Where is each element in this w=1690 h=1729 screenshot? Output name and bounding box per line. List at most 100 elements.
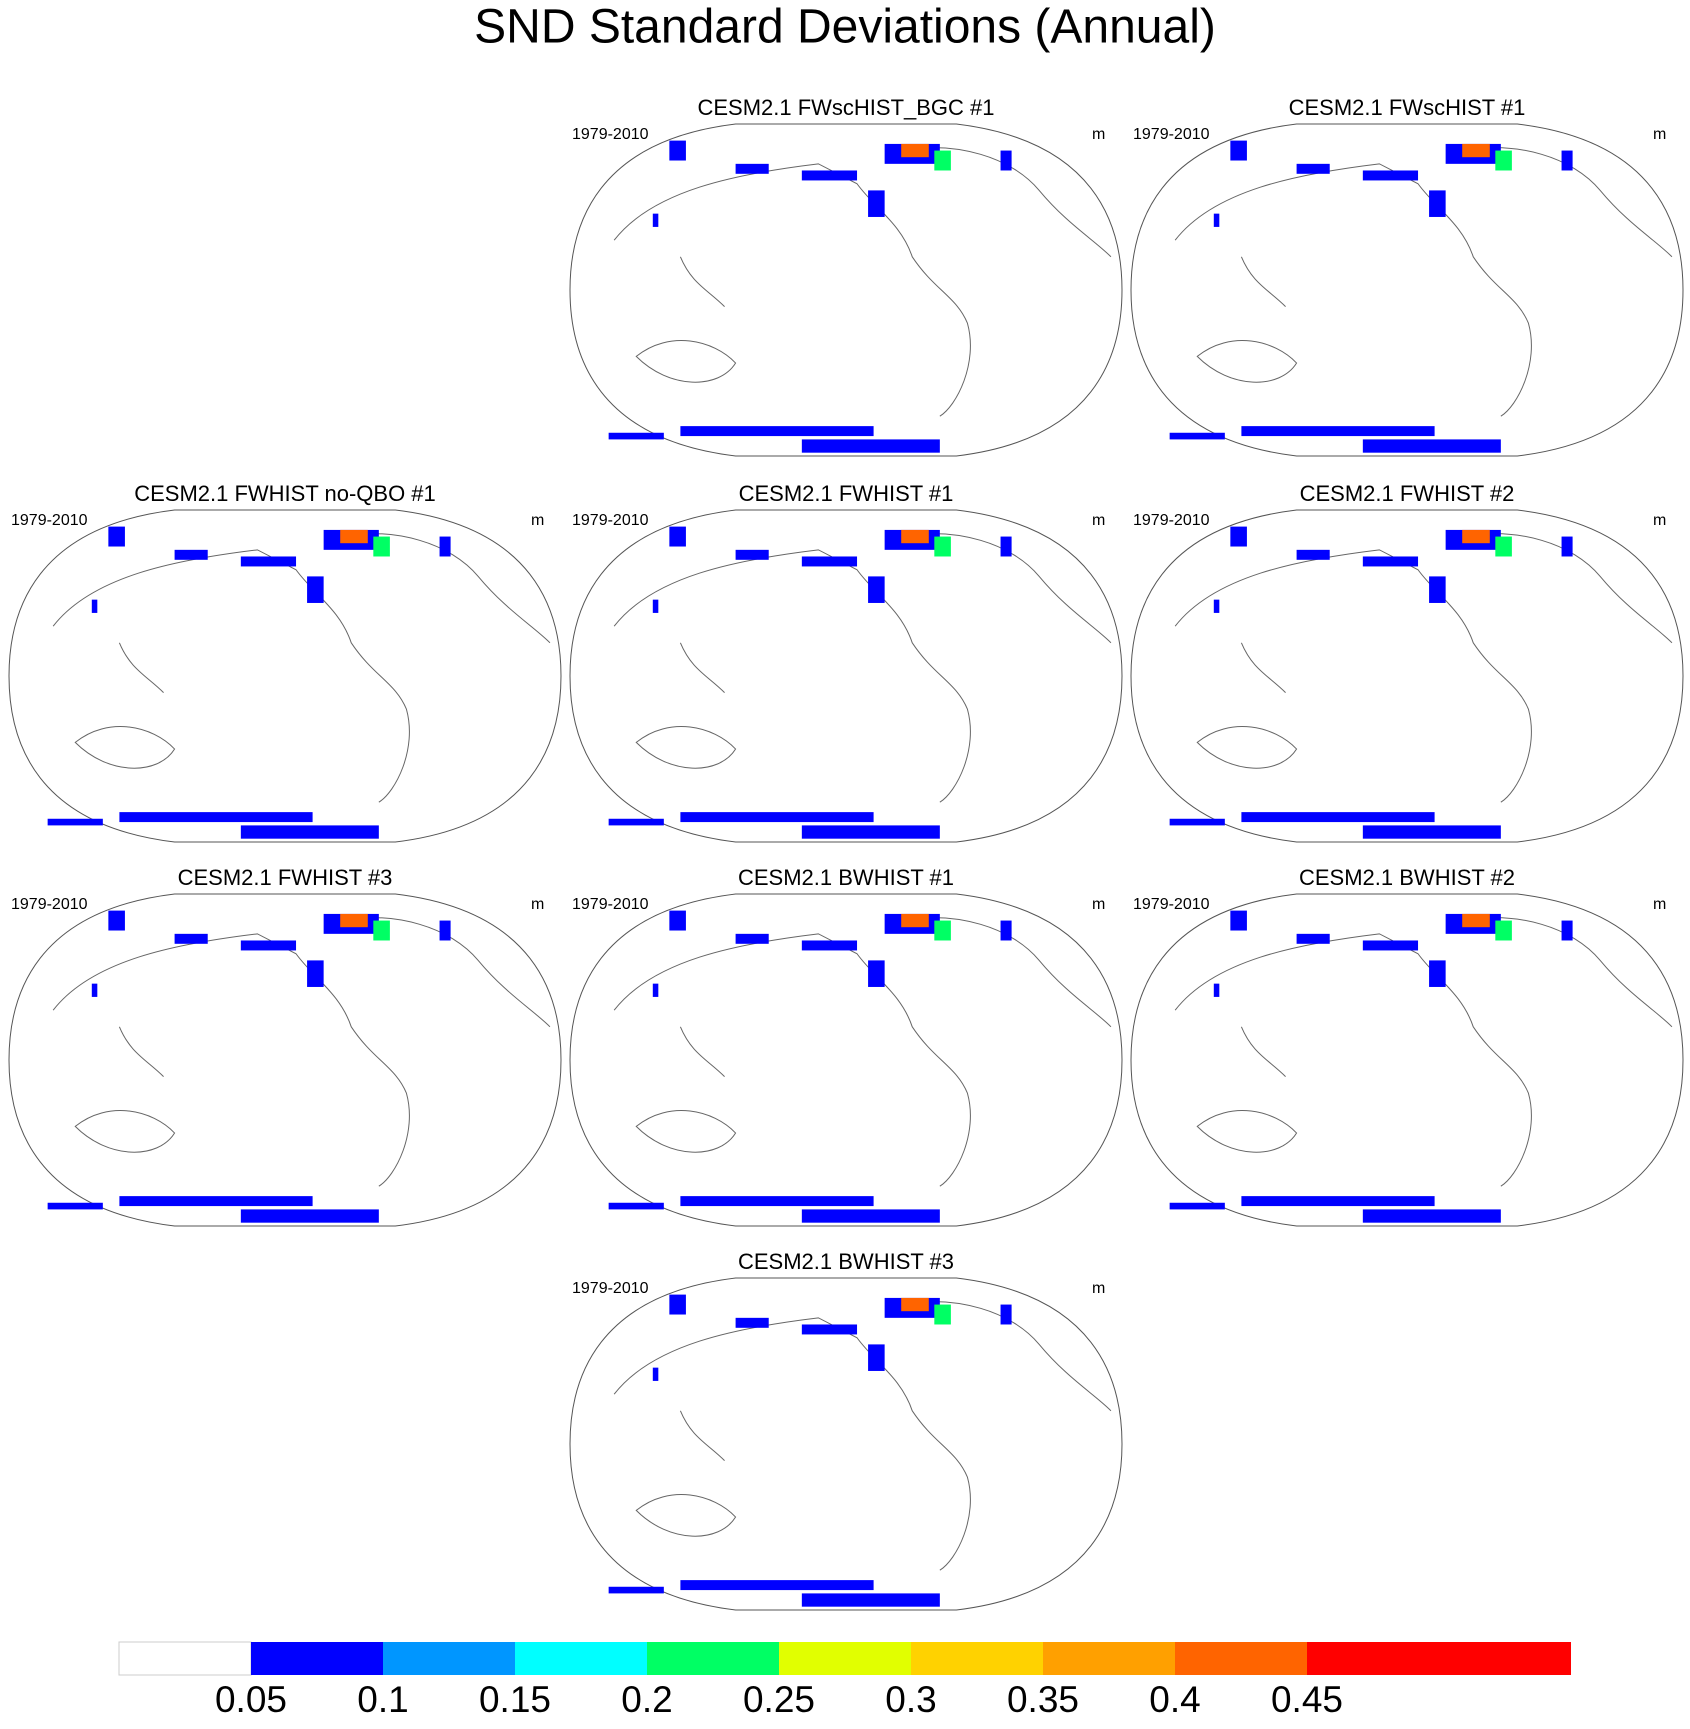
panel-period: 1979-2010 [572,126,649,143]
coastline [1174,933,1532,1187]
snow-patch-mid [373,536,390,557]
coastline [52,549,410,803]
snow-patch [1213,599,1220,613]
panel-period: 1979-2010 [1133,126,1210,143]
map-outline [8,509,562,843]
coastline [1240,1026,1286,1077]
coastline [635,340,737,383]
coastline [340,533,551,644]
snow-patch [1362,556,1419,567]
map-panel: CESM2.1 BWHIST #2 1979-2010 m [1130,865,1684,1227]
panel-title: CESM2.1 FWscHIST #1 [1289,95,1526,120]
colorbar-box [1043,1642,1175,1675]
snow-patch [1362,940,1419,951]
panel-period: 1979-2010 [572,512,649,529]
snow-patch-high [901,1297,929,1312]
colorbar-box [1175,1642,1307,1675]
panel-title: CESM2.1 BWHIST #1 [738,865,954,890]
snow-patch [680,1196,874,1207]
map-outline [1130,509,1684,843]
map-panel: CESM2.1 FWscHIST #1 1979-2010 m [1130,95,1684,457]
snow-patch [680,426,874,437]
snow-patch [1213,213,1220,227]
snow-patch-high [901,143,929,158]
panel-units: m [1092,512,1105,529]
snow-patch-mid [934,150,951,171]
panel-title: CESM2.1 FWHIST #1 [739,481,954,506]
snow-patch [1429,576,1446,603]
coastline [1462,917,1673,1028]
snow-patch [608,432,664,440]
snow-patch [680,1580,874,1591]
snow-patch [1169,432,1225,440]
snow-patch-mid [934,536,951,557]
snow-patch [680,812,874,823]
panel-title: CESM2.1 FWHIST #2 [1300,481,1515,506]
snow-patch [652,1367,659,1381]
panel-units: m [1092,896,1105,913]
snow-patch [1362,825,1501,839]
map-panel: CESM2.1 FWHIST #2 1979-2010 m [1130,481,1684,843]
map-panel: CESM2.1 BWHIST #3 1979-2010 m [569,1249,1123,1611]
map-outline [569,1277,1123,1611]
snow-patch [91,599,98,613]
snow-patch [119,1196,313,1207]
coastline [1196,1110,1298,1153]
panel-period: 1979-2010 [1133,896,1210,913]
coastline [901,533,1112,644]
snow-patch [307,576,324,603]
panel-units: m [1092,1280,1105,1297]
coastline [1240,642,1286,693]
map [8,509,562,843]
panel-units: m [531,896,544,913]
snow-patch [1000,536,1012,557]
snow-patch [652,599,659,613]
snow-patch [735,1317,769,1328]
snow-patch [240,940,297,951]
panel-title: CESM2.1 FWscHIST_BGC #1 [697,95,994,120]
snow-patch-mid [934,1304,951,1325]
snow-patch [801,940,858,951]
snow-patch [868,190,885,217]
snow-patch [240,825,379,839]
map-panel: CESM2.1 FWHIST no-QBO #1 1979-2010 m [8,481,562,843]
coastline [340,917,551,1028]
snow-patch [1296,549,1330,560]
snow-patch [801,439,940,453]
colorbar-box [1439,1642,1571,1675]
coastline [635,726,737,769]
map-panel: CESM2.1 FWscHIST_BGC #1 1979-2010 m [569,95,1123,457]
map [1130,893,1684,1227]
map [8,893,562,1227]
coastline [613,1317,971,1571]
coastline [118,1026,164,1077]
snow-patch [1362,170,1419,181]
snow-patch [174,549,208,560]
map-outline [569,509,1123,843]
coastline [901,917,1112,1028]
coastline [74,726,176,769]
panel-title: CESM2.1 BWHIST #3 [738,1249,954,1274]
panel-units: m [1092,126,1105,143]
coastline [679,1410,725,1461]
panel-period: 1979-2010 [11,896,88,913]
coastline [613,549,971,803]
coastline [613,933,971,1187]
snow-patch [1230,140,1247,161]
snow-patch [1296,933,1330,944]
panel-units: m [1653,126,1666,143]
snow-patch [1241,1196,1435,1207]
coastline [613,163,971,417]
snow-patch [801,1324,858,1335]
panel-units: m [1653,896,1666,913]
snow-patch-high [340,529,368,544]
snow-patch [669,526,686,547]
map-outline [569,123,1123,457]
snow-patch-high [340,913,368,928]
snow-patch [735,549,769,560]
coastline [118,642,164,693]
snow-patch [1000,1304,1012,1325]
snow-patch [801,556,858,567]
snow-patch [1561,536,1573,557]
snow-patch [91,983,98,997]
